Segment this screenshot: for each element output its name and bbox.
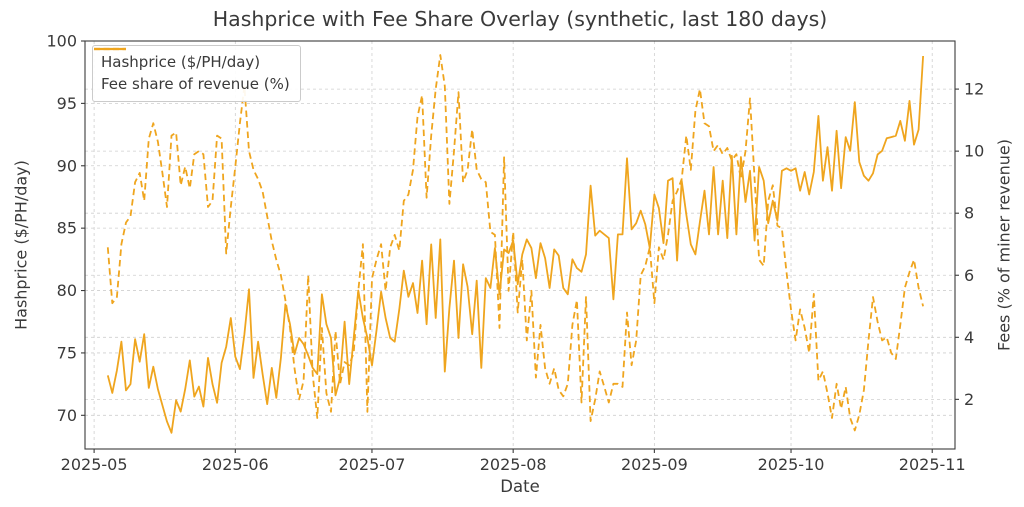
tick-label: 2025-10 xyxy=(758,455,825,474)
legend-label-hashprice: Hashprice ($/PH/day) xyxy=(101,53,261,71)
tick-label: 4 xyxy=(964,328,974,347)
hashprice-line xyxy=(106,55,924,434)
tick-label: 100 xyxy=(46,32,77,51)
x-axis-label: Date xyxy=(500,477,540,496)
legend-item-fee-share: Fee share of revenue (%) xyxy=(94,47,290,95)
tick-label: 95 xyxy=(57,94,77,113)
tick-label: 2025-06 xyxy=(202,455,269,474)
dashed-line-icon xyxy=(94,47,126,51)
left-y-axis-label: Hashprice ($/PH/day) xyxy=(11,160,31,330)
legend-label-fee-share: Fee share of revenue (%) xyxy=(101,75,290,93)
tick-label: 2025-11 xyxy=(899,455,966,474)
chart-title: Hashprice with Fee Share Overlay (synthe… xyxy=(212,7,828,31)
right-y-axis-label: Fees (% of miner revenue) xyxy=(994,139,1014,351)
axes-box xyxy=(84,40,956,450)
tick-label: 2025-07 xyxy=(339,455,406,474)
tick-label: 2025-05 xyxy=(61,455,128,474)
tick-label: 80 xyxy=(57,281,77,300)
tick-label: 12 xyxy=(964,80,984,99)
tick-label: 10 xyxy=(964,142,984,161)
tick-label: 75 xyxy=(57,343,77,362)
fee-share-line xyxy=(106,54,924,432)
tick-label: 2025-09 xyxy=(621,455,688,474)
tick-label: 70 xyxy=(57,406,77,425)
legend-item-hashprice: Hashprice ($/PH/day) xyxy=(94,47,290,73)
tick-label: 6 xyxy=(964,266,974,285)
tick-label: 8 xyxy=(964,204,974,223)
tick-label: 2025-08 xyxy=(480,455,547,474)
tick-label: 85 xyxy=(57,219,77,238)
legend: Hashprice ($/PH/day) Fee share of revenu… xyxy=(92,45,301,102)
tick-label: 2 xyxy=(964,390,974,409)
tick-label: 90 xyxy=(57,156,77,175)
